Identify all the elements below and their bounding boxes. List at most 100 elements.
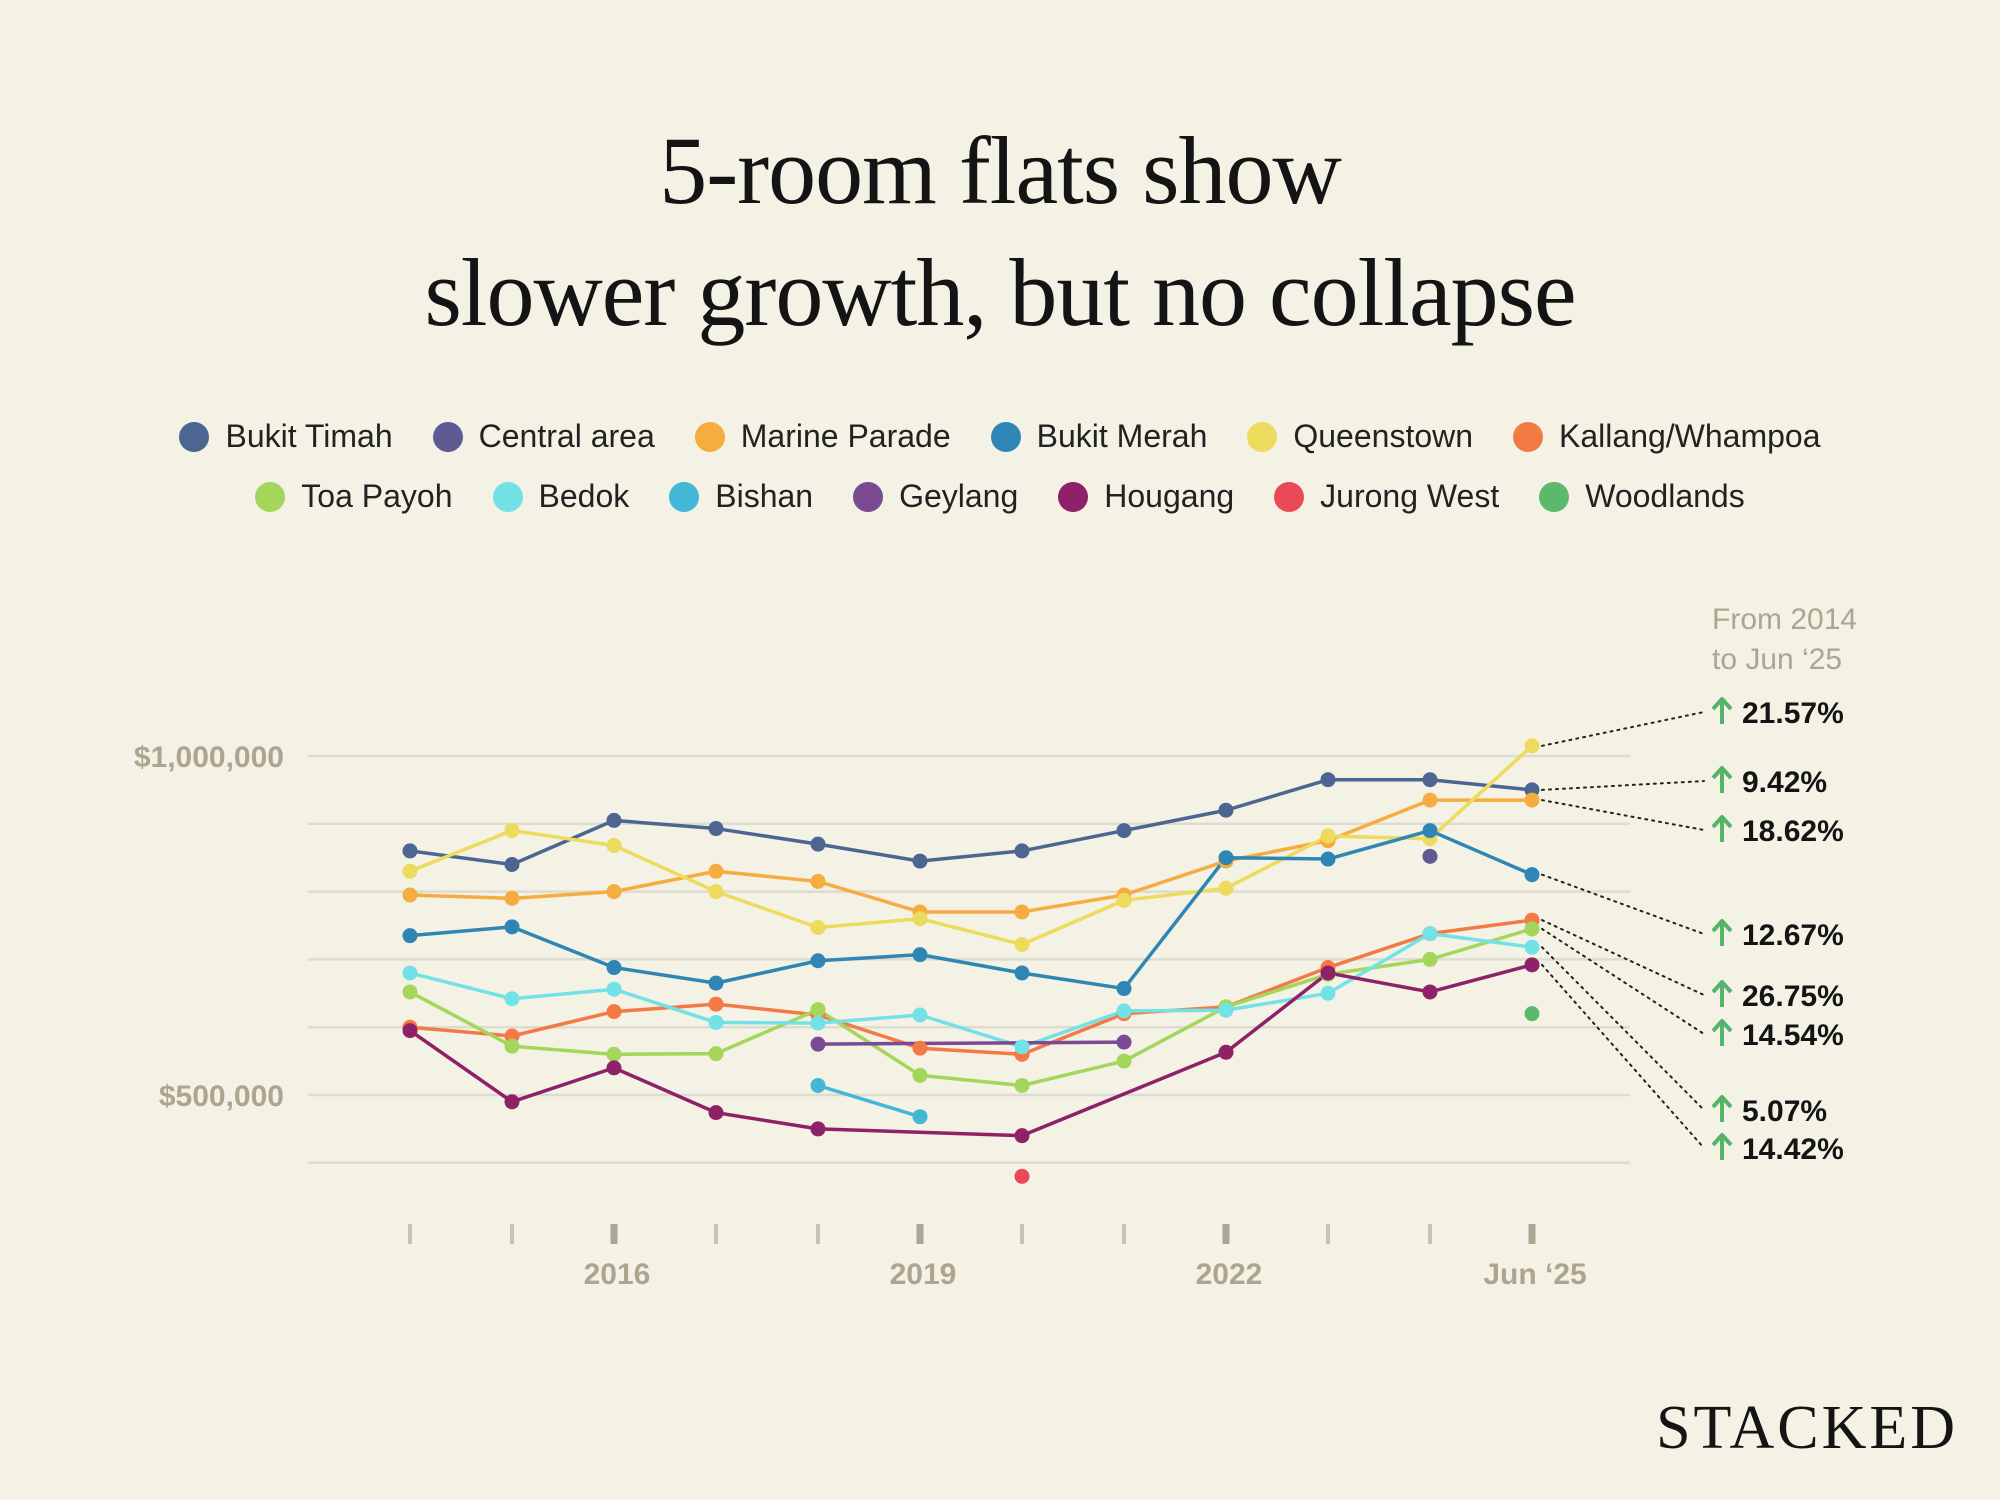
data-point [1116, 1003, 1132, 1019]
legend-label: Jurong West [1320, 478, 1500, 514]
series-line [409, 918, 1533, 1057]
change-label: 14.42% [1742, 1133, 1844, 1166]
x-tick-label: 2019 [890, 1258, 957, 1291]
legend-item: Queenstown [1247, 418, 1473, 455]
series-line [409, 931, 1533, 1049]
data-point [606, 812, 622, 828]
legend-label: Bukit Timah [225, 418, 393, 454]
up-arrow-icon [1711, 919, 1733, 933]
up-arrow-icon [1711, 766, 1733, 780]
y-tick-label: $500,000 [159, 1080, 284, 1113]
legend-label: Bedok [538, 478, 630, 514]
legend-label: Toa Payoh [301, 478, 453, 514]
change-label: 18.62% [1742, 815, 1844, 848]
legend-swatch [1539, 481, 1570, 512]
data-point [402, 928, 418, 944]
data-point [1422, 848, 1438, 864]
legend-swatch [255, 481, 286, 512]
x-tick-label: Jun ‘25 [1483, 1258, 1586, 1291]
series-line [817, 1127, 1023, 1138]
series-line [817, 1083, 921, 1119]
legend-swatch [492, 481, 523, 512]
leader-line [1541, 873, 1705, 935]
legend-swatch [853, 481, 884, 512]
data-point [1524, 867, 1540, 883]
title-line-1: 5-room flats show [659, 117, 1342, 224]
data-point [912, 1040, 928, 1056]
data-point [1422, 926, 1438, 942]
up-arrow-icon [1711, 815, 1733, 829]
legend-item: Bukit Timah [179, 418, 393, 455]
data-point [402, 887, 418, 903]
data-point [402, 1023, 418, 1039]
data-point [606, 837, 622, 853]
legend-swatch [179, 421, 210, 452]
data-point [810, 873, 826, 889]
leader-line [1541, 946, 1705, 1111]
data-point [1320, 828, 1336, 844]
legend-swatch [432, 421, 463, 452]
data-point [1014, 843, 1030, 859]
data-point [504, 856, 520, 872]
legend-label: Bukit Merah [1036, 418, 1208, 454]
data-point [1116, 981, 1132, 997]
data-point [810, 1002, 826, 1018]
legend-row-2: Toa Payoh Bedok Bishan Geylang Hougang Jurong… [0, 478, 2000, 515]
data-point [1422, 792, 1438, 808]
x-tick-label: 2022 [1196, 1258, 1263, 1291]
data-point [1524, 1006, 1540, 1022]
data-point [912, 853, 928, 869]
legend-swatch [1513, 421, 1544, 452]
data-point [504, 890, 520, 906]
leader-line [1541, 799, 1705, 831]
data-point [1116, 823, 1132, 839]
data-point [1524, 939, 1540, 955]
data-point [708, 863, 724, 879]
legend-label: Hougang [1104, 478, 1235, 514]
legend-item: Marine Parade [694, 418, 951, 455]
legend-swatch [990, 421, 1021, 452]
data-point [1524, 792, 1540, 808]
legend-swatch [694, 421, 725, 452]
change-label: 26.75% [1742, 980, 1844, 1013]
brand-logo: STACKED [1656, 1394, 1958, 1462]
legend-label: Bishan [715, 478, 814, 514]
legend-item: Geylang [853, 478, 1018, 515]
series-line [1021, 1050, 1227, 1138]
series-line [1224, 963, 1533, 1054]
legend-label: Kallang/Whampoa [1559, 418, 1821, 454]
change-label: 21.57% [1742, 697, 1844, 730]
data-point [606, 1060, 622, 1076]
data-point [810, 953, 826, 969]
data-point [1218, 880, 1234, 896]
data-point [810, 836, 826, 852]
legend-label: Marine Parade [740, 418, 951, 454]
data-point [606, 884, 622, 900]
leader-line [1541, 711, 1705, 747]
legend-label: Woodlands [1585, 478, 1745, 514]
data-point [1320, 965, 1336, 981]
data-point [708, 1105, 724, 1121]
data-point [1320, 851, 1336, 867]
legend-swatch [1058, 481, 1089, 512]
change-label: 9.42% [1742, 766, 1827, 799]
leader-line [1541, 927, 1705, 1035]
data-point [504, 823, 520, 839]
up-arrow-icon [1711, 1133, 1733, 1147]
data-point [1014, 965, 1030, 981]
legend-item: Jurong West [1274, 478, 1499, 515]
change-label: 14.54% [1742, 1019, 1844, 1052]
series-line [409, 828, 1533, 991]
change-label: 12.67% [1742, 919, 1844, 952]
data-point [1524, 738, 1540, 754]
data-point [1014, 1039, 1030, 1055]
legend-label: Central area [478, 418, 655, 454]
legend-item: Kallang/Whampoa [1513, 418, 1821, 455]
data-point [708, 821, 724, 837]
data-point [810, 1015, 826, 1031]
data-point [606, 1004, 622, 1020]
legend-swatch [1247, 421, 1278, 452]
data-point [810, 1036, 826, 1052]
data-point [1218, 1002, 1234, 1018]
x-tick-label: 2016 [584, 1258, 651, 1291]
